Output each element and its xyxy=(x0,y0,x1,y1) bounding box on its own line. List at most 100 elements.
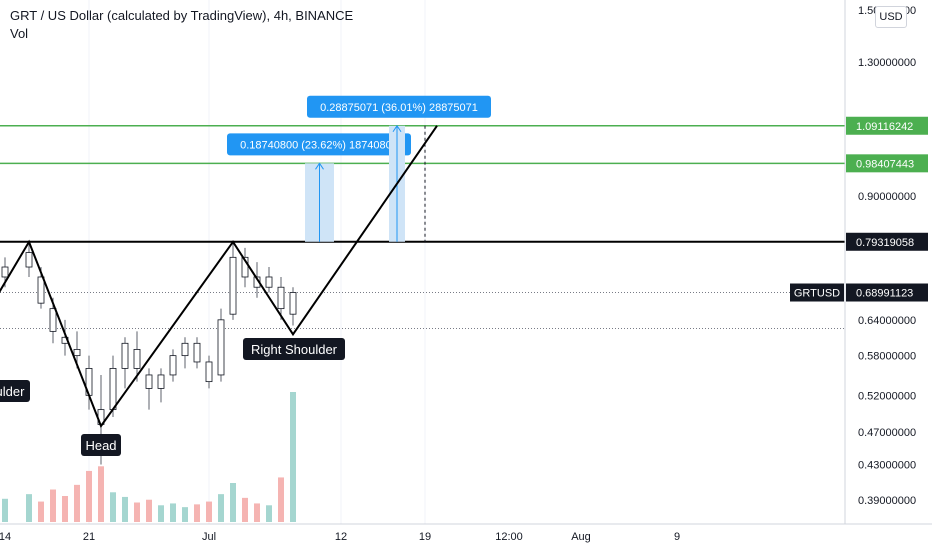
volume-bar xyxy=(38,501,44,522)
volume-bar xyxy=(26,494,32,522)
volume-bar xyxy=(290,392,296,522)
candle-body xyxy=(109,367,117,411)
candle-body xyxy=(25,252,33,268)
volume-bar xyxy=(278,477,284,522)
volume-bar xyxy=(98,466,104,522)
volume-bar xyxy=(146,499,152,522)
volume-bar xyxy=(2,498,8,522)
measure-label-box[interactable] xyxy=(227,133,411,156)
price-label-box xyxy=(846,283,928,302)
pattern-label: Right Shoulder xyxy=(251,342,338,357)
price-tick-label: 0.39000000 xyxy=(858,495,916,507)
measure-arrow-head xyxy=(315,162,324,170)
pattern-labels-layer: Head Right Shoulder ulder xyxy=(0,338,345,456)
time-tick-label: 19 xyxy=(419,531,431,543)
candle-body xyxy=(229,256,237,315)
volume-bar xyxy=(158,505,164,522)
volume-bar xyxy=(254,503,260,522)
candle-body xyxy=(277,286,285,310)
measure-arrow-head xyxy=(392,124,402,133)
volume-bar xyxy=(74,484,80,522)
volume-bar xyxy=(110,492,116,522)
symbol-label: GRTUSD xyxy=(794,288,840,300)
candle-body xyxy=(169,355,177,376)
chart-title: GRT / US Dollar (calculated by TradingVi… xyxy=(10,8,354,23)
volume-bar xyxy=(230,483,236,522)
price-tick-label: 0.47000000 xyxy=(858,427,916,439)
candle-body xyxy=(289,292,297,315)
volume-bar xyxy=(134,502,140,522)
measurement-layer: 0.18740800 (23.62%) 18740800 0.28875071 (… xyxy=(227,95,491,242)
time-tick-label: 9 xyxy=(674,531,680,543)
pattern-label-box[interactable] xyxy=(81,434,121,456)
volume-bar xyxy=(62,496,68,522)
pattern-label-box[interactable] xyxy=(0,380,30,402)
volume-bar xyxy=(206,501,212,522)
time-tick-label: 14 xyxy=(0,531,11,543)
currency-button[interactable]: USD xyxy=(875,6,907,28)
time-axis-background xyxy=(0,524,932,550)
candle-body xyxy=(217,319,225,376)
volume-bar xyxy=(122,496,128,522)
time-tick-label: 12 xyxy=(335,531,347,543)
price-tick-label: 0.64000000 xyxy=(858,315,916,327)
price-axis xyxy=(844,0,932,550)
price-label: 0.98407443 xyxy=(856,158,914,170)
time-axis xyxy=(0,523,932,550)
candle-body xyxy=(121,342,129,369)
symbol-label-box xyxy=(790,283,844,302)
price-tick-label: 0.52000000 xyxy=(858,390,916,402)
candle-body xyxy=(193,342,201,363)
price-tick-label: 1.30000000 xyxy=(858,57,916,69)
pattern-label: Head xyxy=(85,438,116,453)
price-label: 0.68991123 xyxy=(856,288,913,300)
candle-body xyxy=(241,256,249,278)
pattern-label-box[interactable] xyxy=(243,338,345,360)
candle-body xyxy=(133,349,141,369)
price-labels-layer: 1.09116242 0.98407443 0.79319058 0.68991123… xyxy=(790,116,928,302)
horizontal-lines-layer xyxy=(0,125,845,329)
price-label-box xyxy=(846,232,928,251)
volume-bar xyxy=(194,504,200,522)
candle-body xyxy=(205,361,213,383)
volume-layer xyxy=(2,392,296,522)
pattern-label: ulder xyxy=(0,384,25,399)
time-tick-label: 21 xyxy=(83,531,95,543)
candle-body xyxy=(181,342,189,357)
volume-bar xyxy=(218,494,224,522)
candle-body xyxy=(157,374,165,389)
head-shoulders-pattern[interactable] xyxy=(0,125,438,429)
measure-label: 0.28875071 (36.01%) 28875071 xyxy=(320,102,478,114)
time-axis-ticks: 14 21 Jul 12 19 12:00 Aug 9 xyxy=(0,531,680,543)
price-label-box xyxy=(846,154,928,173)
price-label: 0.79319058 xyxy=(856,237,914,249)
price-label-box xyxy=(846,116,928,135)
price-tick-label: 0.58000000 xyxy=(858,351,916,363)
candle-body xyxy=(145,374,153,389)
candle-body xyxy=(1,266,9,278)
candles-layer xyxy=(1,243,297,465)
candle-body xyxy=(73,349,81,357)
volume-bar xyxy=(266,505,272,522)
grid-layer xyxy=(88,0,426,524)
price-tick-label: 0.90000000 xyxy=(858,191,916,203)
candle-body xyxy=(49,308,57,332)
candle-body xyxy=(37,276,45,304)
volume-bar xyxy=(86,470,92,522)
volume-bar xyxy=(170,503,176,522)
pattern-layer xyxy=(0,125,438,429)
time-tick-label: 12:00 xyxy=(495,531,523,543)
price-label: 1.09116242 xyxy=(856,121,913,133)
volume-bar xyxy=(242,497,248,522)
volume-indicator-label[interactable]: Vol xyxy=(10,26,29,41)
volume-bar xyxy=(182,507,188,522)
price-axis-background xyxy=(845,0,932,550)
price-tick-label: 0.43000000 xyxy=(858,459,916,471)
volume-bar xyxy=(50,489,56,522)
candle-body xyxy=(265,276,273,288)
time-tick-label: Jul xyxy=(202,531,216,543)
measure-label-box[interactable] xyxy=(307,95,491,118)
measure-label: 0.18740800 (23.62%) 18740800 xyxy=(240,139,398,151)
